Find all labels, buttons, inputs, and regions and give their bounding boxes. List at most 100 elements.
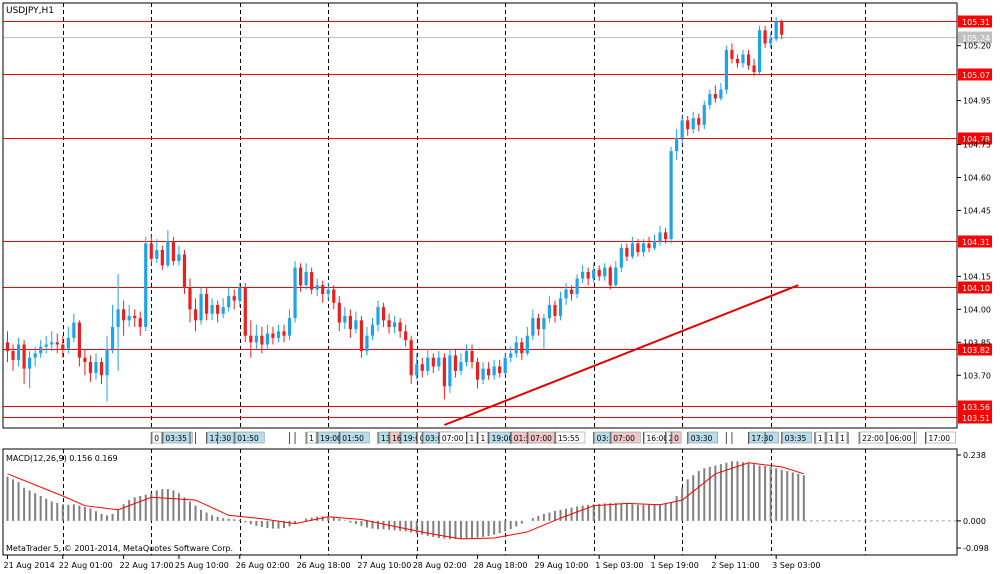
candle-body <box>44 344 48 347</box>
event-marker-label: 07:00 <box>530 434 552 443</box>
candle-body <box>88 362 93 374</box>
price-tick-label: 104.75 <box>963 141 991 150</box>
event-marker-box <box>926 431 956 444</box>
event-marker-label: 07:00 <box>613 434 635 443</box>
candle <box>99 357 104 385</box>
candle <box>558 291 563 321</box>
time-tick-label: 29 Aug 10:00 <box>534 561 588 570</box>
candle <box>298 263 303 292</box>
candle <box>564 282 568 305</box>
candle-body <box>188 287 192 310</box>
event-marker-label: 03:35 <box>785 434 807 443</box>
event-marker-label: 1 <box>840 434 845 443</box>
candle-body <box>702 104 706 125</box>
candle <box>276 324 281 343</box>
candle-body <box>592 269 596 279</box>
event-marker[interactable]: 1 <box>465 431 477 444</box>
candle-body <box>232 296 236 301</box>
candle <box>5 331 10 363</box>
event-marker-label: 07:00 <box>442 434 464 443</box>
event-marker[interactable]: 15:55 <box>554 431 586 444</box>
event-marker[interactable]: 07:00 <box>438 431 470 444</box>
candle <box>370 318 375 341</box>
event-marker[interactable]: 17:30 <box>748 431 779 444</box>
candle <box>94 353 98 380</box>
candle <box>88 355 93 382</box>
candle <box>354 311 358 334</box>
candle <box>39 340 43 358</box>
candle <box>531 309 535 341</box>
event-marker[interactable]: 1 <box>477 431 488 444</box>
candle-body <box>199 293 203 321</box>
event-marker[interactable]: 1 <box>305 431 317 444</box>
candle <box>182 250 187 294</box>
event-marker[interactable]: 17:00 <box>924 431 956 444</box>
trendline[interactable] <box>444 284 799 426</box>
event-marker-label: 1 <box>818 434 823 443</box>
candle <box>376 300 380 332</box>
event-marker[interactable]: 01:50 <box>338 431 370 444</box>
event-marker-label: 1 <box>481 434 486 443</box>
candle <box>680 115 684 145</box>
candle <box>122 300 126 336</box>
event-marker[interactable]: 0 <box>150 431 162 444</box>
candle <box>641 239 646 257</box>
price-axis: 105.31105.07104.78104.31104.10103.82103.… <box>957 15 992 424</box>
time-axis: 21 Aug 2014 22 Aug 01:00 22 Aug 17:00 25 Au… <box>4 555 820 570</box>
candle <box>481 362 485 385</box>
event-marker[interactable]: 0 <box>670 431 682 444</box>
copyright-label: MetaTrader 5, © 2001-2014, MetaQuotes So… <box>6 544 233 553</box>
event-marker[interactable]: 1 <box>814 431 826 444</box>
candle <box>171 236 175 266</box>
event-marker-box <box>152 431 162 444</box>
level-price-label: 105.07 <box>962 71 990 80</box>
event-marker[interactable]: 22:00 <box>858 431 890 444</box>
event-marker[interactable]: 03:35 <box>161 431 193 444</box>
event-marker[interactable]: 17:30 <box>206 431 237 444</box>
event-marker[interactable]: 01:50 <box>233 431 265 444</box>
candle <box>199 287 203 325</box>
level-price-label: 103.51 <box>962 414 990 423</box>
candle-body <box>238 287 242 301</box>
candle <box>61 335 65 358</box>
event-marker[interactable]: 03:35 <box>781 431 812 444</box>
candle-body <box>652 241 657 248</box>
event-marker-box <box>163 431 193 444</box>
candle-body <box>658 232 662 242</box>
candle-body <box>415 364 419 376</box>
time-tick-label: 2 Sep 11:00 <box>711 561 759 570</box>
event-marker-box <box>815 431 826 444</box>
time-tick-label: 28 Aug 18:00 <box>474 561 528 570</box>
candle <box>437 351 441 371</box>
candle <box>575 274 579 299</box>
level-price-label: 105.31 <box>962 18 990 27</box>
event-markers[interactable]: 003:3517:3001:50119:0001:50131619:00003:… <box>150 431 956 444</box>
candle <box>221 298 225 319</box>
price-tick-label: 104.15 <box>963 272 991 281</box>
event-marker[interactable]: 07:00 <box>526 431 558 444</box>
event-marker[interactable]: 03:30 <box>687 431 718 444</box>
level-price-tag <box>958 343 992 356</box>
candle-body <box>409 340 413 376</box>
candle-body <box>525 335 529 354</box>
event-marker-box <box>837 431 848 444</box>
candle <box>177 245 181 266</box>
event-marker-box <box>671 431 682 444</box>
candle <box>719 83 723 101</box>
candle-body <box>271 333 275 338</box>
candle-body <box>531 318 535 336</box>
event-marker-box <box>887 431 918 444</box>
horizontal-levels[interactable] <box>3 21 957 418</box>
candle-body <box>404 331 408 341</box>
candle <box>614 260 618 288</box>
candle-body <box>105 348 109 376</box>
event-marker[interactable]: 06:00 <box>886 431 918 444</box>
event-marker[interactable]: 1 <box>836 431 848 444</box>
event-marker-label: 01:50 <box>342 434 364 443</box>
event-marker-label: 19:00 <box>403 434 425 443</box>
event-marker[interactable]: 07:00 <box>609 431 641 444</box>
candle-body <box>282 331 286 336</box>
event-marker[interactable]: 1 <box>825 431 837 444</box>
candle <box>431 353 435 374</box>
